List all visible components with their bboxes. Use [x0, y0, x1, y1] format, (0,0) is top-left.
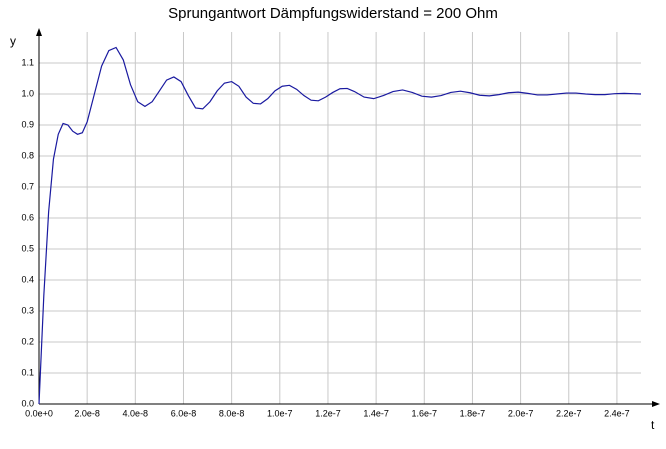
- y-tick-label: 0.4: [21, 274, 34, 284]
- x-tick-label: 1.6e-7: [412, 408, 438, 418]
- y-tick-label: 0.5: [21, 243, 34, 253]
- y-tick-label: 0.7: [21, 181, 34, 191]
- chart-title: Sprungantwort Dämpfungswiderstand = 200 …: [168, 5, 498, 22]
- x-tick-label: 8.0e-8: [219, 408, 245, 418]
- x-tick-label: 2.2e-7: [556, 408, 582, 418]
- y-tick-label: 0.0: [21, 398, 34, 408]
- x-tick-label: 2.4e-7: [604, 408, 630, 418]
- x-tick-label: 1.2e-7: [315, 408, 341, 418]
- y-tick-label: 0.8: [21, 150, 34, 160]
- y-axis-label: y: [10, 34, 16, 48]
- x-tick-label: 0.0e+0: [25, 408, 53, 418]
- y-tick-label: 1.0: [21, 88, 34, 98]
- x-axis-label: t: [651, 418, 655, 432]
- y-tick-label: 0.9: [21, 119, 34, 129]
- x-tick-label: 4.0e-8: [123, 408, 149, 418]
- y-tick-label: 0.6: [21, 212, 34, 222]
- x-tick-label: 1.8e-7: [460, 408, 486, 418]
- x-tick-label: 2.0e-7: [508, 408, 534, 418]
- x-tick-label: 1.4e-7: [363, 408, 389, 418]
- y-tick-label: 1.1: [21, 57, 34, 67]
- y-tick-label: 0.1: [21, 367, 34, 377]
- x-tick-label: 6.0e-8: [171, 408, 197, 418]
- y-tick-label: 0.2: [21, 336, 34, 346]
- x-axis-arrow: [652, 401, 660, 407]
- x-tick-label: 2.0e-8: [74, 408, 100, 418]
- line: [38, 46, 642, 405]
- y-axis-arrow: [36, 28, 42, 36]
- x-tick-label: 1.0e-7: [267, 408, 293, 418]
- y-tick-label: 0.3: [21, 305, 34, 315]
